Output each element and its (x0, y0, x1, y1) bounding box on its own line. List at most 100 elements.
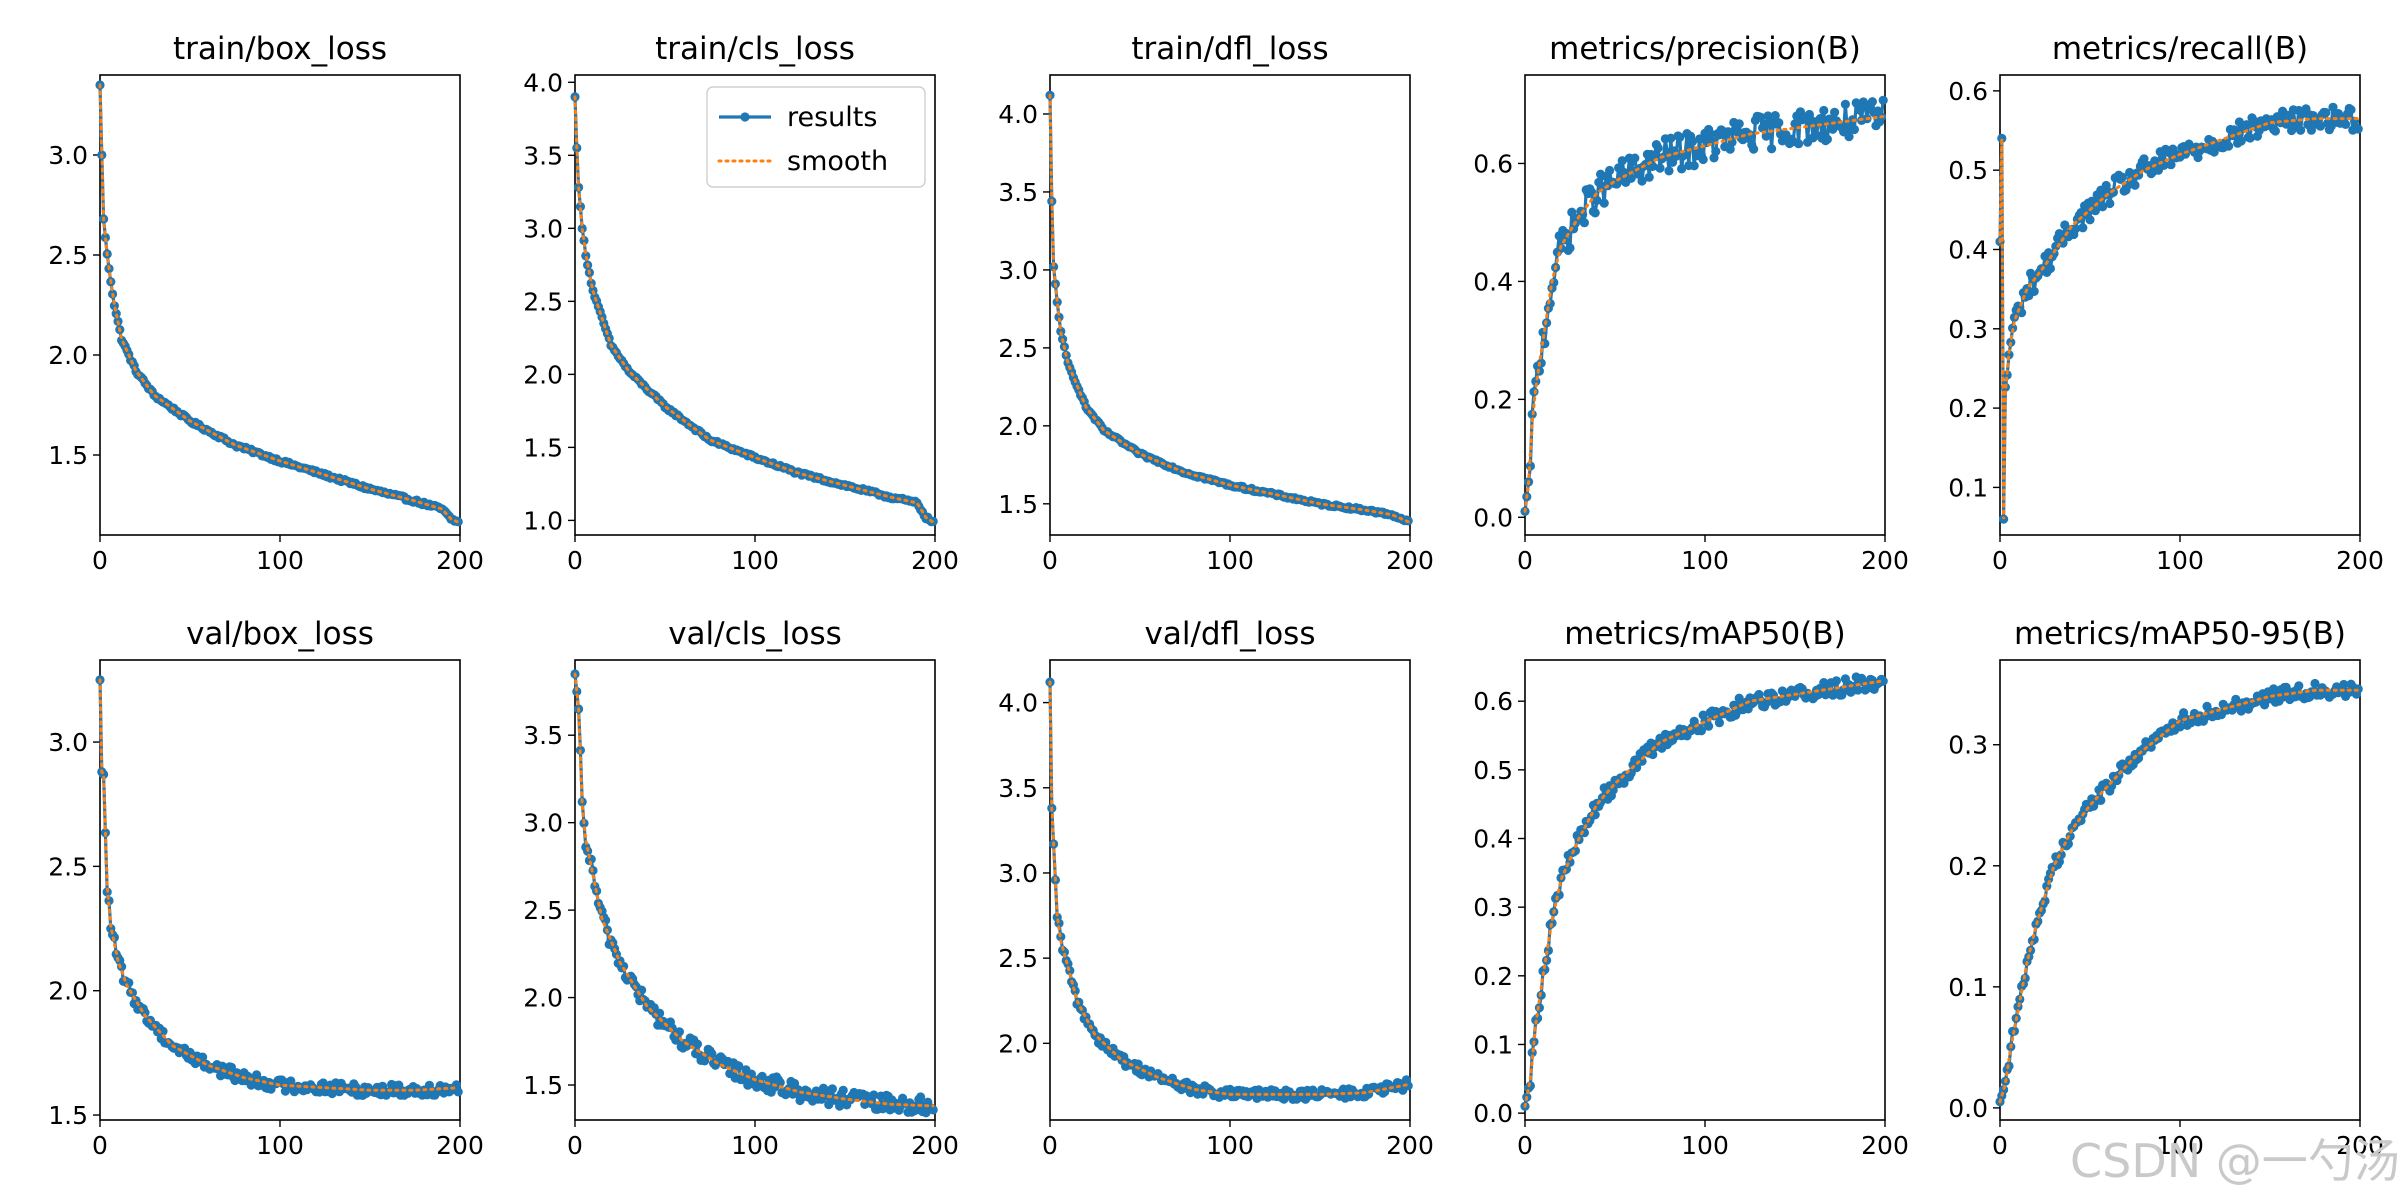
results-point (2346, 105, 2356, 115)
y-tick-label: 0.1 (1948, 473, 1988, 502)
results-point (2063, 839, 2073, 849)
x-tick-label: 200 (1861, 546, 1909, 575)
results-point (775, 1077, 785, 1088)
y-tick-label: 1.5 (523, 433, 563, 462)
results-point (1698, 154, 1708, 165)
results-point (1777, 686, 1787, 696)
results-point (2242, 120, 2252, 130)
results-point (2139, 154, 2149, 164)
results-line (1998, 105, 2360, 521)
subplot-title: metrics/precision(B) (1549, 31, 1861, 67)
results-line (573, 673, 935, 1115)
y-tick-label: 0.3 (1948, 315, 1988, 344)
x-tick-label: 100 (1206, 1131, 1254, 1160)
y-tick-label: 2.0 (998, 1029, 1038, 1058)
results-point (2166, 160, 2176, 170)
results-point (692, 1039, 703, 1049)
results-point (1599, 198, 1609, 208)
x-tick-label: 100 (731, 546, 779, 575)
results-point (1637, 756, 1647, 766)
results-point (1767, 144, 1777, 154)
results-point (1815, 114, 1825, 124)
y-tick-label: 0.1 (1473, 1030, 1513, 1059)
results-point (707, 1049, 717, 1059)
y-tick-label: 0.5 (1948, 156, 1988, 185)
results-point (1653, 143, 1663, 153)
results-point (1049, 262, 1059, 272)
y-tick-label: 0.4 (1948, 235, 1988, 264)
results-point (1734, 119, 1744, 129)
y-tick-label: 4.0 (998, 100, 1038, 129)
results-point (2098, 202, 2108, 212)
results-point (2060, 220, 2070, 230)
y-tick-label: 2.5 (998, 334, 1038, 363)
results-point (2236, 136, 2246, 146)
smooth-line (573, 95, 935, 524)
y-tick-label: 0.5 (1473, 756, 1513, 785)
legend-results-marker (740, 112, 750, 122)
subplot-title: metrics/recall(B) (2052, 31, 2308, 67)
legend-results-label: results (787, 102, 877, 133)
results-point (1644, 172, 1654, 182)
results-point (1617, 156, 1627, 166)
results-point (1822, 134, 1832, 144)
y-tick-label: 3.0 (523, 809, 563, 838)
subplot-title: metrics/mAP50(B) (1564, 616, 1845, 652)
results-point (1666, 133, 1676, 143)
legend-smooth-label: smooth (787, 146, 888, 177)
y-tick-label: 4.0 (998, 689, 1038, 718)
results-point (2105, 198, 2115, 209)
y-tick-label: 2.5 (523, 287, 563, 316)
y-tick-label: 1.0 (523, 506, 563, 535)
subplot-title: train/box_loss (173, 31, 387, 67)
y-tick-label: 3.0 (48, 728, 88, 757)
results-point (2339, 679, 2349, 690)
subplot-metrics-map50-b-: metrics/mAP50(B) 0 100 200 0.0 0.1 0.2 0.3 0.4 0.… (1473, 616, 1909, 1160)
results-point (575, 202, 586, 212)
results-point (671, 1035, 681, 1045)
y-tick-label: 2.0 (523, 984, 563, 1013)
subplot-val-box-loss: val/box_loss 0 100 200 1.5 2.0 2.5 3.0 (48, 616, 484, 1160)
x-tick-label: 0 (1992, 1131, 2008, 1160)
results-point (2004, 350, 2014, 360)
results-point (2341, 119, 2351, 129)
axes-frame (99, 659, 461, 1121)
results-point (2321, 108, 2331, 118)
results-point (1567, 207, 1577, 217)
results-point (1605, 165, 1615, 176)
results-point (1878, 676, 1888, 686)
results-point (2045, 263, 2055, 274)
x-tick-label: 100 (1681, 546, 1729, 575)
x-tick-label: 200 (436, 546, 484, 575)
results-point (104, 896, 114, 906)
results-point (1844, 132, 1854, 142)
results-point (835, 1101, 845, 1111)
y-tick-label: 1.5 (48, 441, 88, 470)
y-tick-label: 3.5 (523, 141, 563, 170)
subplot-title: val/box_loss (186, 616, 374, 652)
y-tick-label: 0.0 (1948, 1094, 1988, 1123)
subplot-val-cls-loss: val/cls_loss 0 100 200 1.5 2.0 2.5 3.0 3.5 (523, 616, 959, 1160)
results-point (2085, 215, 2095, 225)
results-point (1756, 112, 1766, 122)
results-point (1655, 163, 1665, 173)
x-tick-label: 200 (1861, 1131, 1909, 1160)
results-point (1052, 297, 1062, 307)
results-point (1664, 166, 1674, 176)
x-tick-label: 0 (1992, 546, 2008, 575)
results-point (2245, 133, 2255, 143)
y-tick-label: 2.0 (998, 412, 1038, 441)
results-point (1587, 187, 1597, 197)
results-point (1536, 358, 1546, 368)
results-point (1749, 144, 1759, 154)
results-point (2002, 370, 2012, 380)
y-tick-label: 1.5 (48, 1101, 88, 1130)
results-point (2175, 722, 2185, 732)
results-point (869, 1090, 879, 1100)
results-point (1626, 173, 1636, 183)
results-point (109, 301, 119, 311)
results-point (1225, 1084, 1235, 1094)
x-tick-label: 100 (256, 546, 304, 575)
results-point (1695, 134, 1705, 144)
results-line (1048, 95, 1409, 523)
